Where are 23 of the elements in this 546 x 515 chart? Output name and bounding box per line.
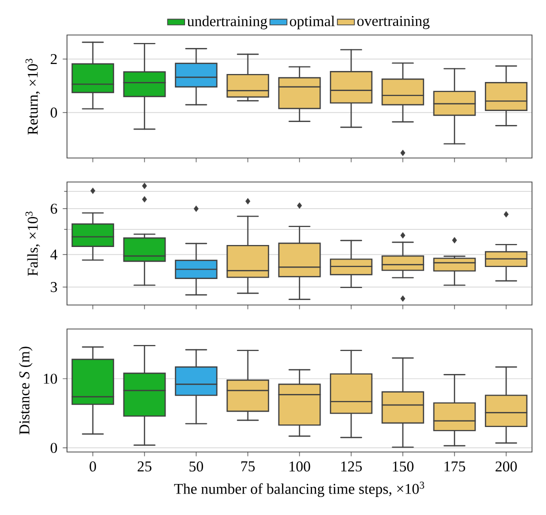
x-tick-label: 25 xyxy=(138,461,152,472)
y-tick-label: 10 xyxy=(44,374,58,384)
y-tick-label: 4 xyxy=(50,250,58,260)
y-axis-title: Falls, ×10$^{3}$ xyxy=(26,212,40,276)
x-tick-label: 100 xyxy=(290,461,310,472)
y-axis-title: Distance S (m) xyxy=(18,346,32,434)
x-axis-title: The number of balancing time steps, ×10$^{3}$ xyxy=(174,482,424,498)
x-tick-label: 150 xyxy=(392,461,414,472)
x-tick-label: 125 xyxy=(341,461,362,472)
x-tick-label: 75 xyxy=(241,461,255,472)
x-tick-label: 50 xyxy=(190,461,204,472)
legend-label: overtraining xyxy=(357,16,430,30)
y-axis-title: Return, ×10$^{3}$ xyxy=(26,58,40,135)
legend-label: undertraining xyxy=(187,16,268,30)
y-tick-label: 0 xyxy=(50,442,58,453)
x-tick-label: 200 xyxy=(496,461,517,472)
y-tick-label: 2 xyxy=(50,54,57,64)
x-tick-label: 0 xyxy=(90,461,96,472)
x-tick-label: 175 xyxy=(444,461,466,472)
y-tick-label: 0 xyxy=(50,107,57,118)
legend-label: optimal xyxy=(290,16,335,30)
y-tick-label: 6 xyxy=(50,204,58,214)
y-tick-label: 3 xyxy=(50,282,57,292)
